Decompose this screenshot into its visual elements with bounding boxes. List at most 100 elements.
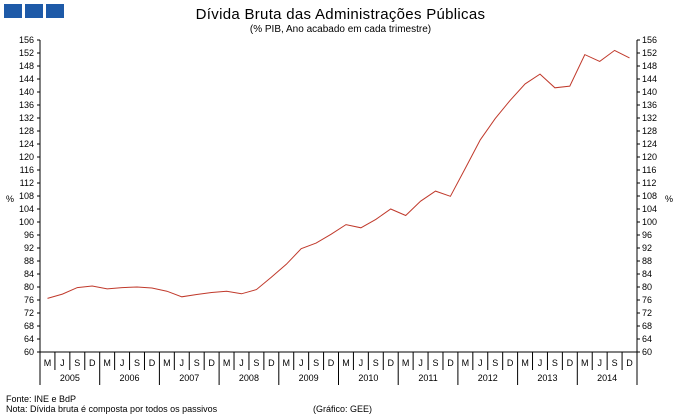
quarter-tick-label: J	[120, 358, 125, 368]
year-label: 2011	[418, 373, 437, 383]
quarter-tick-label: M	[402, 358, 410, 368]
quarter-tick-label: D	[149, 358, 156, 368]
y-tick-label-right: 84	[642, 269, 652, 279]
quarter-tick-label: M	[521, 358, 529, 368]
y-tick-label-left: 128	[19, 126, 34, 136]
quarter-tick-label: J	[538, 358, 543, 368]
quarter-tick-label: D	[626, 358, 633, 368]
quarter-tick-label: J	[418, 358, 423, 368]
y-tick-label-right: 112	[642, 178, 656, 188]
y-tick-label-left: 132	[19, 113, 34, 123]
year-label: 2006	[120, 373, 140, 383]
quarter-tick-label: S	[612, 358, 618, 368]
y-tick-label-left: 136	[19, 100, 34, 110]
quarter-tick-label: D	[208, 358, 215, 368]
y-tick-label-left: 100	[19, 217, 34, 227]
quarter-tick-label: S	[373, 358, 379, 368]
quarter-tick-label: S	[433, 358, 439, 368]
year-label: 2008	[239, 373, 259, 383]
year-label: 2009	[299, 373, 319, 383]
chart-subtitle: (% PIB, Ano acabado em cada trimestre)	[249, 24, 432, 35]
y-tick-label-right: 108	[642, 191, 657, 201]
y-tick-label-right: 72	[642, 308, 652, 318]
y-tick-label-right: 152	[642, 48, 657, 58]
y-tick-label-left: 80	[24, 282, 34, 292]
quarter-tick-label: M	[44, 358, 52, 368]
quarter-tick-label: J	[239, 358, 244, 368]
quarter-tick-label: D	[328, 358, 335, 368]
y-tick-label-left: 152	[19, 48, 34, 58]
logo	[4, 4, 64, 18]
y-tick-label-left: 144	[19, 74, 34, 84]
quarter-tick-label: J	[478, 358, 483, 368]
year-label: 2005	[60, 373, 80, 383]
quarter-tick-label: S	[134, 358, 140, 368]
y-tick-label-right: 76	[642, 295, 652, 305]
year-label: 2014	[597, 373, 617, 383]
y-tick-label-left: 96	[24, 230, 34, 240]
quarter-tick-label: J	[180, 358, 185, 368]
y-tick-label-left: 68	[24, 321, 34, 331]
y-tick-label-left: 92	[24, 243, 34, 253]
quarter-tick-label: J	[359, 358, 364, 368]
quarter-tick-label: S	[313, 358, 319, 368]
y-tick-label-right: 156	[642, 35, 657, 45]
quarter-tick-label: M	[342, 358, 350, 368]
y-tick-label-right: 80	[642, 282, 652, 292]
quarter-tick-label: J	[597, 358, 602, 368]
quarter-tick-label: J	[299, 358, 304, 368]
quarter-tick-label: M	[103, 358, 111, 368]
y-tick-label-right: 100	[642, 217, 657, 227]
chart-credit: (Gráfico: GEE)	[313, 404, 373, 414]
y-tick-label-right: 132	[642, 113, 657, 123]
quarter-tick-label: D	[89, 358, 96, 368]
chart-title: Dívida Bruta das Administrações Públicas	[195, 6, 486, 23]
quarter-tick-label: D	[447, 358, 454, 368]
quarter-tick-label: M	[283, 358, 291, 368]
series-layer	[47, 49, 630, 299]
y-axis-left: 60 64 68 72 76 80 84 88 92 96 100 104 108 112 116 120 12…	[19, 35, 40, 357]
y-tick-label-right: 140	[642, 87, 657, 97]
series-line	[47, 49, 630, 299]
y-tick-label-left: 148	[19, 61, 34, 71]
y-axis-label-left: %	[6, 194, 14, 204]
y-tick-label-right: 104	[642, 204, 657, 214]
y-tick-label-left: 108	[19, 191, 34, 201]
y-tick-label-right: 128	[642, 126, 657, 136]
y-tick-label-right: 92	[642, 243, 652, 253]
y-tick-label-right: 148	[642, 61, 657, 71]
y-tick-label-left: 88	[24, 256, 34, 266]
y-tick-label-right: 116	[642, 165, 656, 175]
y-axis-label-right: %	[665, 194, 673, 204]
year-label: 2012	[478, 373, 498, 383]
quarter-tick-label: S	[492, 358, 498, 368]
y-tick-label-left: 120	[19, 152, 34, 162]
quarter-tick-label: S	[194, 358, 200, 368]
y-tick-label-left: 72	[24, 308, 34, 318]
chart-axes	[39, 40, 638, 353]
quarter-tick-label: S	[552, 358, 558, 368]
quarter-tick-label: M	[581, 358, 589, 368]
y-tick-label-left: 64	[24, 334, 34, 344]
y-tick-label-right: 144	[642, 74, 657, 84]
y-tick-label-left: 156	[19, 35, 34, 45]
y-tick-label-left: 104	[19, 204, 34, 214]
y-tick-label-right: 60	[642, 347, 652, 357]
y-tick-label-left: 76	[24, 295, 34, 305]
quarter-tick-label: S	[253, 358, 259, 368]
y-tick-label-left: 140	[19, 87, 34, 97]
y-tick-label-left: 112	[20, 178, 34, 188]
quarter-tick-label: D	[507, 358, 514, 368]
y-tick-label-right: 64	[642, 334, 652, 344]
y-tick-label-right: 88	[642, 256, 652, 266]
y-tick-label-left: 116	[20, 165, 34, 175]
footnote: Nota: Dívida bruta é composta por todos …	[6, 404, 218, 414]
year-label: 2010	[358, 373, 378, 383]
y-tick-label-right: 96	[642, 230, 652, 240]
logo-block	[4, 4, 22, 18]
quarter-tick-label: J	[60, 358, 65, 368]
quarter-tick-label: M	[462, 358, 470, 368]
year-label: 2007	[179, 373, 199, 383]
